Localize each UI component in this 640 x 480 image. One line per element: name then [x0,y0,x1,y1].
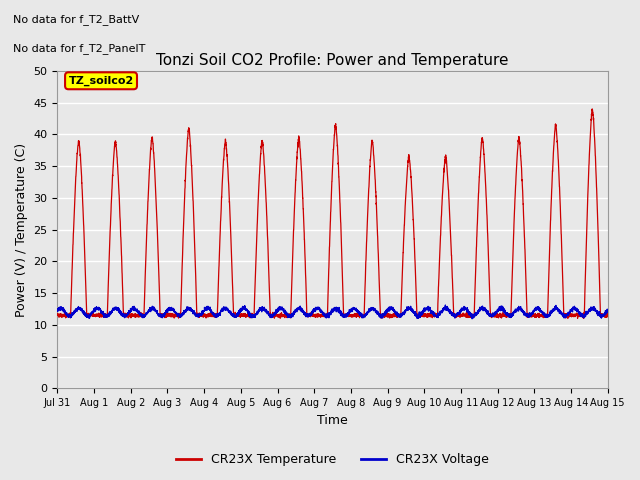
Text: No data for f_T2_BattV: No data for f_T2_BattV [13,14,139,25]
Text: TZ_soilco2: TZ_soilco2 [68,76,134,86]
X-axis label: Time: Time [317,414,348,427]
Y-axis label: Power (V) / Temperature (C): Power (V) / Temperature (C) [15,143,28,317]
Legend: CR23X Temperature, CR23X Voltage: CR23X Temperature, CR23X Voltage [171,448,494,471]
Text: No data for f_T2_PanelT: No data for f_T2_PanelT [13,43,145,54]
Title: Tonzi Soil CO2 Profile: Power and Temperature: Tonzi Soil CO2 Profile: Power and Temper… [156,53,509,68]
